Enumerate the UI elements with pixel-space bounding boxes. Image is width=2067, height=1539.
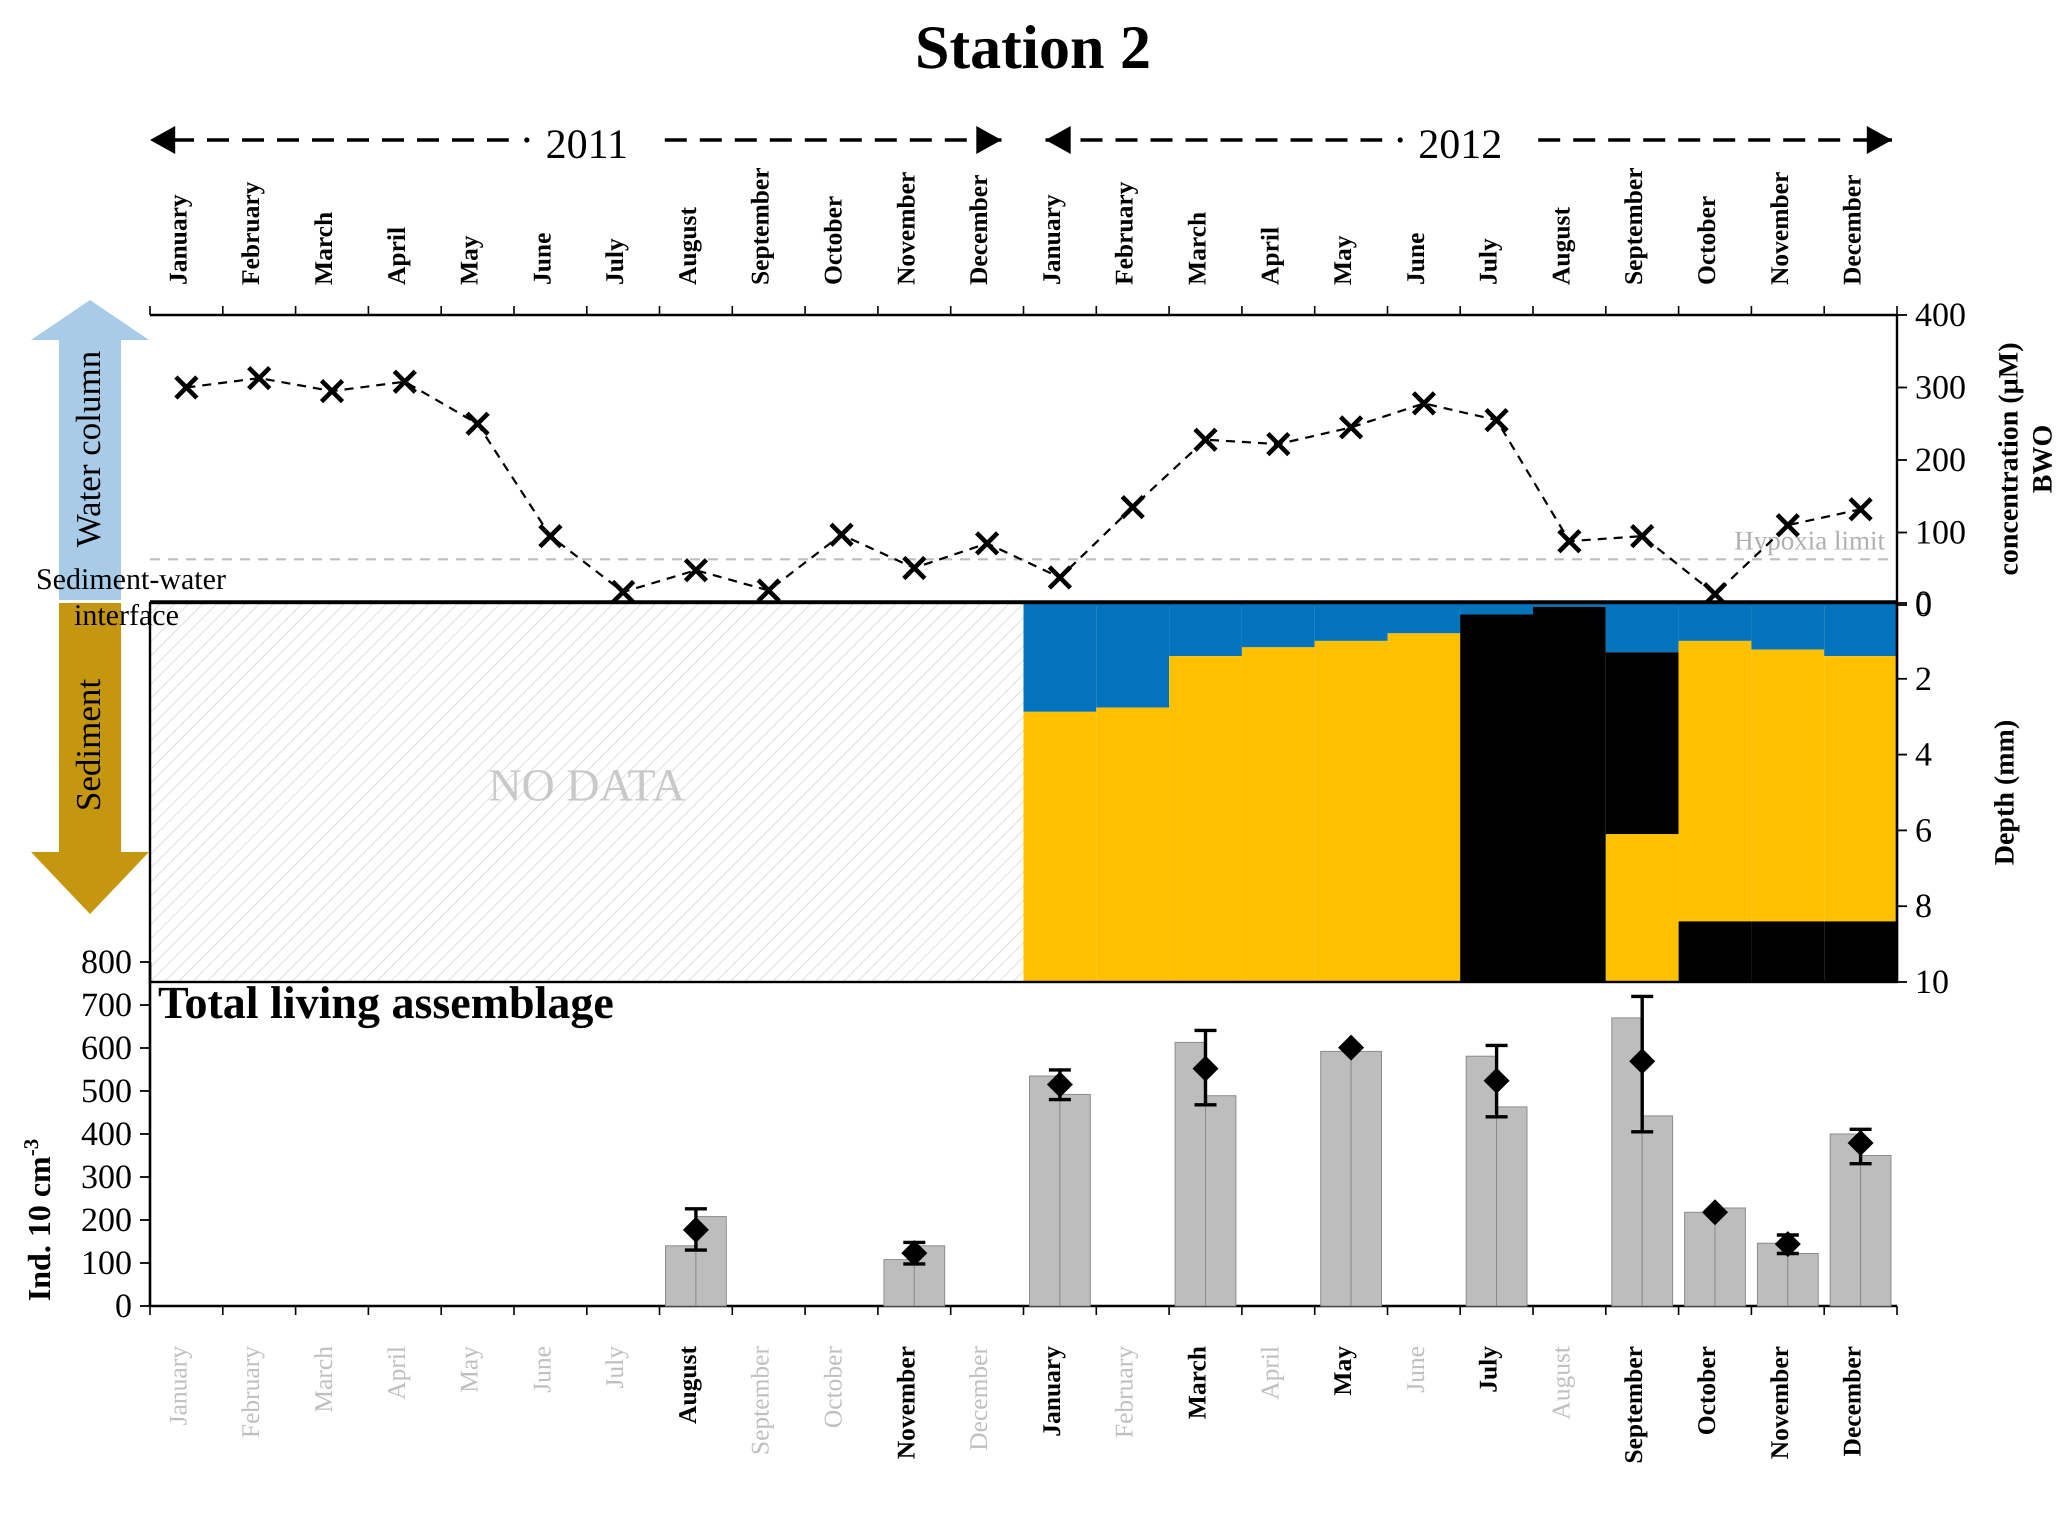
svg-text:July: July [600, 238, 629, 285]
svg-text:Hypoxia limit: Hypoxia limit [1734, 525, 1885, 555]
svg-text:February: February [1110, 181, 1139, 285]
svg-text:Water column: Water column [69, 351, 108, 547]
svg-text:Ind. 10 cm-3: Ind. 10 cm-3 [19, 1139, 57, 1301]
svg-text:Depth (mm): Depth (mm) [1989, 720, 2020, 865]
svg-text:0: 0 [115, 1288, 132, 1325]
svg-text:Total living assemblage: Total living assemblage [158, 977, 614, 1029]
svg-text:January: January [163, 194, 192, 285]
svg-text:10: 10 [1915, 964, 1949, 1001]
svg-text:October: October [1692, 196, 1721, 285]
svg-text:May: May [455, 1346, 484, 1393]
svg-text:2012: 2012 [1418, 122, 1502, 168]
svg-text:February: February [236, 181, 265, 285]
svg-text:April: April [1255, 1346, 1284, 1400]
svg-text:200: 200 [1915, 442, 1966, 479]
svg-text:September: September [1619, 167, 1648, 285]
svg-text:December: December [1838, 175, 1867, 285]
svg-text:0: 0 [1915, 585, 1932, 622]
svg-text:6: 6 [1915, 812, 1932, 849]
svg-text:700: 700 [81, 987, 132, 1024]
svg-text:400: 400 [1915, 297, 1966, 334]
svg-text:June: June [1401, 233, 1430, 285]
svg-text:July: July [600, 1346, 629, 1389]
svg-text:December: December [964, 1345, 993, 1450]
svg-text:October: October [1692, 1346, 1721, 1435]
svg-text:200: 200 [81, 1202, 132, 1239]
svg-text:Sediment: Sediment [69, 679, 108, 811]
svg-text:100: 100 [1915, 515, 1966, 552]
svg-text:concentration (µM): concentration (µM) [1993, 342, 2024, 575]
svg-text:100: 100 [81, 1245, 132, 1282]
svg-text:August: August [1546, 207, 1575, 285]
svg-text:Sediment-water: Sediment-water [36, 563, 226, 596]
svg-text:November: November [891, 1346, 920, 1459]
svg-text:2: 2 [1915, 661, 1932, 698]
svg-text:April: April [382, 1346, 411, 1400]
svg-text:December: December [1838, 1346, 1867, 1456]
svg-text:December: December [964, 175, 993, 285]
svg-text:NO DATA: NO DATA [488, 760, 685, 811]
svg-text:September: September [746, 1346, 775, 1456]
svg-text:July: July [1474, 1346, 1503, 1393]
svg-text:November: November [891, 172, 920, 285]
svg-text:May: May [455, 235, 484, 285]
svg-text:October: October [819, 196, 848, 285]
svg-text:600: 600 [81, 1030, 132, 1067]
svg-text:April: April [1255, 227, 1284, 285]
svg-text:June: June [1401, 1346, 1430, 1393]
svg-text:January: January [1037, 194, 1066, 285]
svg-text:April: April [382, 227, 411, 285]
svg-text:May: May [1328, 1346, 1357, 1396]
svg-text:8: 8 [1915, 888, 1932, 925]
svg-text:September: September [746, 167, 775, 285]
svg-text:January: January [1037, 1346, 1066, 1437]
svg-text:300: 300 [81, 1159, 132, 1196]
svg-text:800: 800 [81, 944, 132, 981]
svg-text:4: 4 [1915, 737, 1932, 774]
svg-text:February: February [236, 1346, 265, 1438]
svg-text:400: 400 [81, 1116, 132, 1153]
svg-text:March: March [1183, 1346, 1212, 1419]
svg-text:300: 300 [1915, 370, 1966, 407]
svg-text:November: November [1765, 172, 1794, 285]
svg-text:May: May [1328, 235, 1357, 285]
svg-text:August: August [1546, 1346, 1575, 1420]
svg-text:June: June [527, 233, 556, 285]
svg-text:June: June [527, 1346, 556, 1393]
svg-text:October: October [819, 1346, 848, 1429]
svg-text:March: March [309, 1346, 338, 1413]
svg-text:July: July [1474, 238, 1503, 285]
svg-text:500: 500 [81, 1073, 132, 1110]
svg-text:BWO: BWO [2027, 425, 2058, 493]
svg-text:Station 2: Station 2 [915, 14, 1151, 82]
svg-text:March: March [1183, 212, 1212, 285]
svg-text:February: February [1110, 1346, 1139, 1438]
svg-text:November: November [1765, 1346, 1794, 1459]
svg-text:September: September [1619, 1346, 1648, 1464]
svg-text:August: August [673, 1346, 702, 1424]
svg-text:August: August [673, 207, 702, 285]
svg-text:March: March [309, 212, 338, 285]
svg-text:January: January [163, 1346, 192, 1426]
svg-text:2011: 2011 [546, 122, 628, 168]
